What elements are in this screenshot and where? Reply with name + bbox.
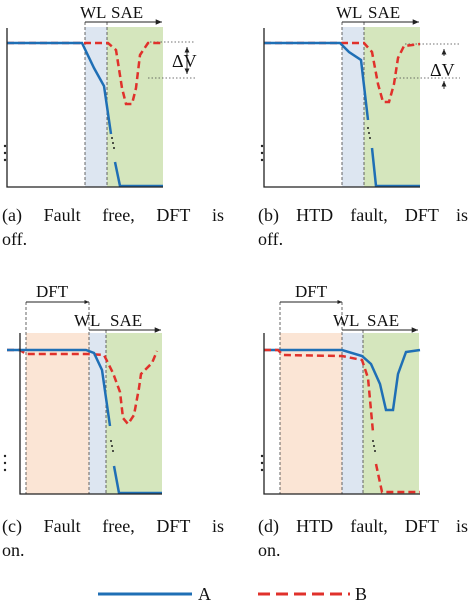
caption-word: (c) (2, 516, 22, 536)
caption-word: (b) (258, 205, 279, 225)
caption-word: (a) (2, 205, 22, 225)
signal-b-trace (7, 41, 163, 106)
caption-word: is (455, 516, 468, 536)
legend-label-b: B (355, 584, 367, 604)
caption-line-2: on. (2, 540, 25, 560)
axes (263, 333, 420, 495)
dft-label: DFT (36, 282, 69, 301)
caption-line-1: (d) HTD fault, DFT is (258, 514, 468, 538)
signal-a-trace-tail (112, 465, 162, 495)
signal-b-trace (264, 348, 375, 433)
caption-word: free, (102, 205, 135, 225)
wl-label: WL (333, 311, 359, 330)
caption-word: HTD (296, 516, 334, 536)
signal-a-trace (7, 41, 113, 135)
caption-word: fault, (350, 205, 388, 225)
caption-word: is (211, 516, 224, 536)
break-dots (111, 137, 115, 149)
caption-word: DFT (156, 205, 191, 225)
caption-word: free, (102, 516, 135, 536)
panel-c: DFT WL SAE (3, 282, 162, 495)
panel-a: WL SAE ΔV (3, 3, 197, 188)
caption-line-1: (b) HTD fault, DFT is (258, 203, 468, 227)
sae-label: SAE (111, 3, 143, 22)
caption-word: fault, (350, 516, 388, 536)
wl-label: WL (336, 3, 362, 22)
caption-b: (b) HTD fault, DFT is off. (258, 203, 468, 251)
break-dots (367, 127, 371, 139)
signal-b-trace-tail (374, 463, 420, 494)
dft-region (26, 333, 89, 494)
axes (6, 28, 163, 188)
panel-b: WL SAE ΔV (260, 3, 460, 188)
caption-line-2: on. (258, 540, 281, 560)
caption-line-1: (c) Fault free, DFT is (2, 514, 224, 538)
wl-region (89, 333, 106, 494)
signal-a-trace (264, 348, 421, 412)
wl-label: WL (80, 3, 106, 22)
wl-region (342, 333, 363, 494)
panel-d: DFT WL SAE (260, 282, 421, 495)
caption-word: is (455, 205, 468, 225)
break-dots (110, 440, 114, 452)
wl-region (342, 27, 364, 187)
signal-a-trace (264, 41, 370, 121)
caption-line-1: (a) Fault free, DFT is (2, 203, 224, 227)
axis-dots (3, 144, 7, 162)
sae-label: SAE (110, 311, 142, 330)
caption-line-2: off. (2, 229, 28, 249)
caption-word: is (211, 205, 224, 225)
wl-label: WL (74, 311, 100, 330)
axis-dots (3, 454, 7, 472)
delta-v-label: ΔV (172, 51, 197, 71)
signal-a-trace-tail (113, 161, 163, 188)
signal-b-trace (264, 41, 421, 104)
caption-word: (d) (258, 516, 279, 536)
axes (19, 333, 162, 495)
sae-label: SAE (367, 311, 399, 330)
caption-c: (c) Fault free, DFT is on. (2, 514, 224, 562)
signal-b-trace (7, 348, 159, 427)
caption-a: (a) Fault free, DFT is off. (2, 203, 224, 251)
caption-word: DFT (404, 516, 439, 536)
axis-dots (260, 454, 264, 472)
axis-dots (260, 144, 264, 162)
signal-a-trace-tail (370, 147, 420, 188)
sae-label: SAE (368, 3, 400, 22)
delta-v-label: ΔV (430, 60, 455, 80)
dft-label: DFT (295, 282, 328, 301)
legend-label-a: A (198, 584, 211, 604)
legend: A B (98, 584, 367, 604)
caption-word: Fault (43, 516, 81, 536)
caption-d: (d) HTD fault, DFT is on. (258, 514, 468, 562)
wl-region (85, 27, 107, 187)
break-dots (372, 440, 376, 452)
signal-a-trace (7, 348, 112, 427)
axes (263, 28, 420, 188)
caption-word: Fault (43, 205, 81, 225)
caption-line-2: off. (258, 229, 284, 249)
dft-region (280, 333, 342, 494)
caption-word: DFT (404, 205, 439, 225)
caption-word: DFT (156, 516, 191, 536)
caption-word: HTD (296, 205, 334, 225)
